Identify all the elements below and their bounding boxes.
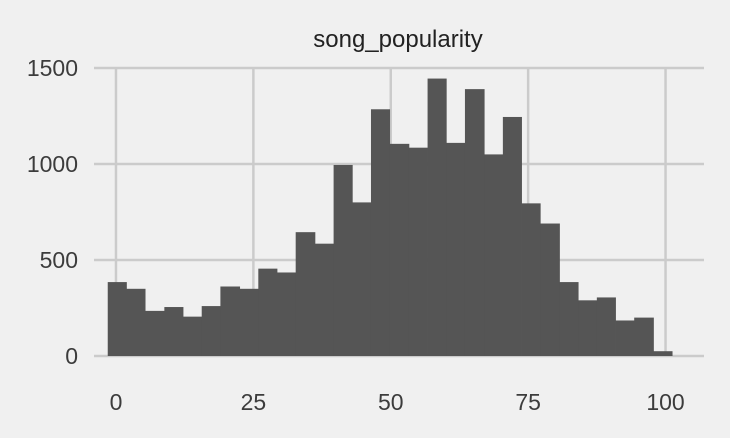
y-tick-label: 1500 <box>27 55 78 81</box>
y-axis-ticks: 0 500 1000 1500 <box>27 55 78 369</box>
histogram-bar <box>464 89 485 357</box>
histogram-bar <box>277 272 297 356</box>
histogram-bar <box>484 154 504 356</box>
histogram-bar <box>615 320 635 356</box>
histogram-bar <box>352 202 372 356</box>
histogram-bar <box>314 243 335 356</box>
histogram-bar <box>596 297 616 356</box>
histogram-bar <box>239 288 259 356</box>
histogram-bar <box>389 143 410 356</box>
histogram-bar <box>446 142 466 356</box>
x-axis-ticks: 0 25 50 75 100 <box>110 389 685 415</box>
histogram-bar <box>333 164 353 356</box>
histogram-bar <box>634 317 654 356</box>
histogram-bar <box>201 306 221 356</box>
histogram-bar <box>540 223 560 356</box>
x-tick-label: 0 <box>110 389 123 415</box>
chart-title: song_popularity <box>313 26 482 53</box>
histogram-bar <box>559 282 579 356</box>
y-tick-label: 0 <box>65 343 78 369</box>
x-tick-label: 50 <box>378 389 404 415</box>
histogram-bar <box>578 300 598 356</box>
histogram-bar <box>145 310 165 356</box>
x-tick-label: 100 <box>646 389 684 415</box>
y-tick-label: 1000 <box>27 151 78 177</box>
x-tick-label: 25 <box>241 389 267 415</box>
histogram-bar <box>220 286 241 356</box>
histogram-bar <box>653 351 673 356</box>
histogram-bar <box>370 109 391 356</box>
histogram-bar <box>164 307 184 356</box>
histogram-bars <box>107 78 673 357</box>
histogram-bar <box>408 147 428 356</box>
histogram-bar <box>107 282 127 356</box>
histogram-bar <box>258 268 278 356</box>
y-tick-label: 500 <box>40 247 78 273</box>
x-tick-label: 75 <box>515 389 541 415</box>
histogram-bar <box>126 288 146 356</box>
histogram-bar <box>183 316 203 356</box>
histogram-bar <box>502 116 522 357</box>
histogram-bar <box>521 203 541 356</box>
histogram-bar <box>295 232 316 356</box>
histogram-bar <box>427 78 447 356</box>
